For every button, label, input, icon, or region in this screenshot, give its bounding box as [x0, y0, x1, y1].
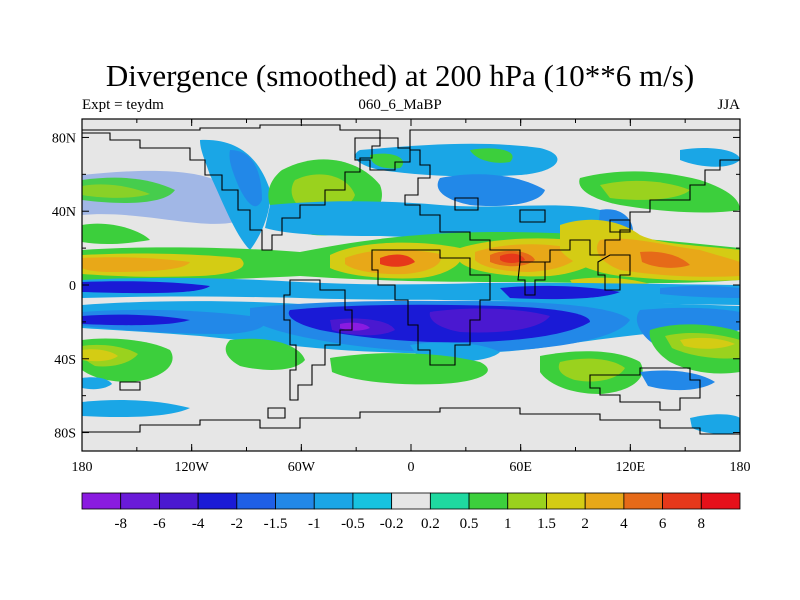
- colorbar-swatch: [700, 492, 741, 510]
- contour-patch: [429, 308, 550, 333]
- colorbar-label: 2: [581, 516, 589, 532]
- contour-patch: [82, 400, 190, 418]
- colorbar-label: 0.5: [460, 516, 479, 532]
- x-tick-label: 120W: [175, 460, 210, 475]
- contour-patch: [340, 322, 370, 331]
- y-tick-label: 0: [69, 279, 76, 294]
- colorbar-swatch: [584, 492, 625, 510]
- colorbar-label: -2: [231, 516, 244, 532]
- contour-patch: [229, 150, 262, 207]
- y-tick-label: 40S: [54, 353, 76, 368]
- contour-patch: [680, 337, 735, 349]
- contour-patch: [380, 254, 415, 267]
- contour-patch: [500, 253, 525, 263]
- coastlines: [82, 124, 740, 435]
- coastline-australia: [589, 367, 701, 411]
- colorbar-swatch: [623, 492, 663, 510]
- contour-patch: [660, 285, 740, 298]
- coastline-greenland: [354, 137, 411, 171]
- contour-patch: [680, 148, 740, 167]
- colorbar-swatch: [313, 492, 354, 510]
- period-label: 060_6_MaBP: [358, 97, 442, 113]
- contour-patch: [690, 414, 740, 435]
- x-tick-label: 180: [72, 460, 93, 475]
- colorbar-swatch: [507, 492, 547, 510]
- coastline-eurasia: [404, 129, 740, 263]
- colorbar-label: -1: [308, 516, 321, 532]
- contour-patch: [640, 370, 715, 391]
- contour-patch: [82, 184, 150, 198]
- x-tick-label: 60W: [288, 460, 316, 475]
- coastline-antarctica: [82, 407, 740, 435]
- colorbar-label: -6: [153, 516, 166, 532]
- x-tick-label: 0: [408, 460, 415, 475]
- colorbar: -8 -6 -4 -2 -1.5 -1 -0.5 -0.2 0.2 0.5 1 1.5 2 4 6 8: [81, 492, 741, 532]
- season-label: JJA: [717, 97, 740, 113]
- contour-patch: [82, 314, 190, 326]
- y-tick-label: 40N: [52, 205, 76, 220]
- colorbar-swatch: [81, 492, 122, 510]
- colorbar-swatch: [352, 492, 393, 510]
- coastline-island: [119, 381, 141, 391]
- contour-patch: [265, 201, 608, 242]
- colorbar-label: -1.5: [264, 516, 288, 532]
- contour-patch: [82, 257, 190, 272]
- contour-patch: [82, 223, 150, 245]
- colorbar-label: -0.2: [380, 516, 404, 532]
- contour-fills: [82, 139, 740, 435]
- coastline-island: [454, 197, 479, 211]
- colorbar-swatch: [662, 492, 702, 510]
- contour-patch: [640, 251, 690, 268]
- experiment-label: Expt = teydm: [82, 97, 164, 113]
- colorbar-swatch: [159, 492, 199, 510]
- coastline-island: [519, 209, 546, 223]
- contour-patch: [82, 377, 112, 390]
- x-tick-label: 60E: [509, 460, 532, 475]
- coastline-north-america: [82, 124, 381, 251]
- colorbar-label: -4: [192, 516, 205, 532]
- contour-patch: [225, 338, 305, 370]
- page-title: Divergence (smoothed) at 200 hPa (10**6 …: [105, 58, 695, 93]
- contour-patch: [82, 349, 118, 362]
- coastline-south-america: [283, 279, 353, 401]
- contour-patch: [82, 281, 210, 294]
- y-tick-label: 80S: [54, 427, 76, 442]
- colorbar-swatch: [275, 492, 315, 510]
- x-tick-label: 180: [730, 460, 751, 475]
- colorbar-swatch: [468, 492, 509, 510]
- colorbar-swatch: [546, 492, 586, 510]
- colorbar-swatch: [197, 492, 238, 510]
- contour-patch: [500, 285, 620, 300]
- coastline-india: [517, 261, 546, 296]
- colorbar-label: 1: [504, 516, 512, 532]
- contour-patch: [330, 353, 488, 385]
- coastline-southeast-asia: [597, 254, 631, 291]
- colorbar-label: 8: [698, 516, 706, 532]
- coastline-island: [609, 219, 631, 233]
- contour-patch: [558, 358, 625, 382]
- colorbar-label: -8: [114, 516, 127, 532]
- colorbar-label: -0.5: [341, 516, 365, 532]
- contour-patch: [600, 180, 690, 200]
- colorbar-swatch: [391, 492, 431, 510]
- colorbar-label: 4: [620, 516, 628, 532]
- x-tick-label: 120E: [616, 460, 646, 475]
- contour-patch: [470, 148, 513, 163]
- axes: 180 120W 60W 0 60E 120E 180 80N 40N 0 40S 80S: [52, 119, 751, 475]
- colorbar-swatch: [120, 492, 160, 510]
- colorbar-label: 6: [659, 516, 667, 532]
- colorbar-label: 0.2: [421, 516, 440, 532]
- colorbar-swatch: [236, 492, 276, 510]
- coastline-africa: [371, 249, 491, 366]
- colorbar-swatch: [429, 492, 470, 510]
- colorbar-label: 1.5: [537, 516, 556, 532]
- coastline-island: [267, 407, 286, 419]
- y-tick-label: 80N: [52, 131, 76, 146]
